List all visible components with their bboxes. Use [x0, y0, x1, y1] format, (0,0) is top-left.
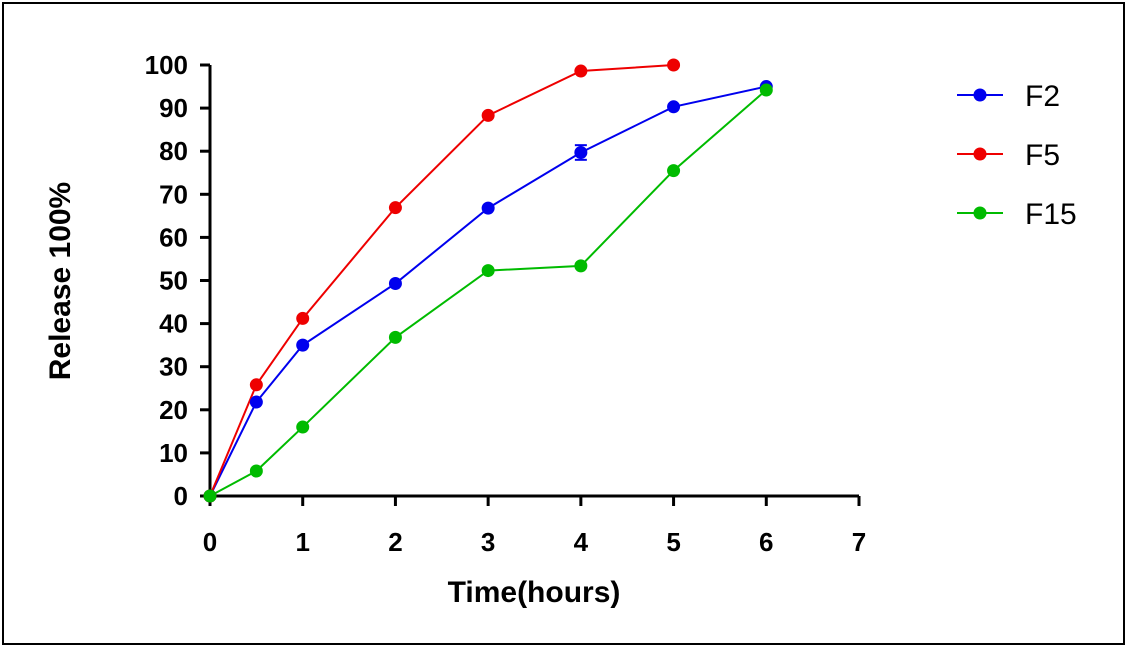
data-point-f15	[667, 164, 681, 178]
data-point-f2	[481, 201, 495, 215]
series-line-f2	[209, 85, 767, 497]
y-tick-label: 60	[159, 222, 188, 252]
legend: F2 F5 F15	[957, 80, 1077, 231]
x-tick-label: 3	[481, 527, 495, 557]
data-point-f5	[574, 64, 588, 78]
data-point-f5	[388, 201, 402, 215]
data-point-f5	[296, 311, 310, 325]
y-tick-label: 70	[159, 179, 188, 209]
x-tick-label: 1	[295, 527, 309, 557]
data-point-f2	[388, 277, 402, 291]
x-axis-title: Time(hours)	[448, 576, 621, 609]
x-tick-label: 2	[388, 527, 402, 557]
x-tick-label: 5	[666, 527, 680, 557]
y-tick-label: 30	[159, 352, 188, 382]
y-tick-label: 20	[159, 395, 188, 425]
legend-marker-f15	[973, 206, 987, 220]
data-point-f15	[574, 259, 588, 273]
data-point-f15	[249, 464, 263, 478]
x-tick-label: 6	[759, 527, 773, 557]
data-point-f2	[667, 100, 681, 114]
data-point-f15	[388, 330, 402, 344]
x-tick-label: 7	[852, 527, 866, 557]
series-line-f5	[209, 64, 674, 497]
x-tick-label: 4	[574, 527, 589, 557]
y-tick-label: 80	[159, 136, 188, 166]
legend-marker-f5	[973, 147, 987, 161]
legend-label-f5: F5	[1025, 139, 1060, 172]
data-point-f5	[249, 378, 263, 392]
data-point-f15	[203, 489, 217, 503]
y-tick-label: 0	[174, 481, 188, 511]
data-point-f2	[574, 145, 588, 159]
data-point-f15	[759, 83, 773, 97]
y-tick-label: 10	[159, 438, 188, 468]
data-point-f5	[481, 108, 495, 122]
data-point-f2	[249, 395, 263, 409]
x-tick-label: 0	[203, 527, 217, 557]
legend-label-f15: F15	[1025, 198, 1077, 231]
data-point-f2	[296, 338, 310, 352]
legend-label-f2: F2	[1025, 80, 1060, 113]
y-tick-label: 90	[159, 93, 188, 123]
data-point-f15	[481, 264, 495, 278]
series-lines	[209, 64, 767, 497]
series-line-f15	[209, 89, 767, 497]
y-tick-label: 50	[159, 266, 188, 296]
y-tick-label: 40	[159, 309, 188, 339]
data-point-f15	[296, 420, 310, 434]
data-point-f5	[667, 58, 681, 72]
series-points	[203, 58, 773, 503]
legend-marker-f2	[973, 88, 987, 102]
y-tick-label: 100	[145, 50, 188, 80]
y-axis-title: Release 100%	[44, 182, 77, 381]
